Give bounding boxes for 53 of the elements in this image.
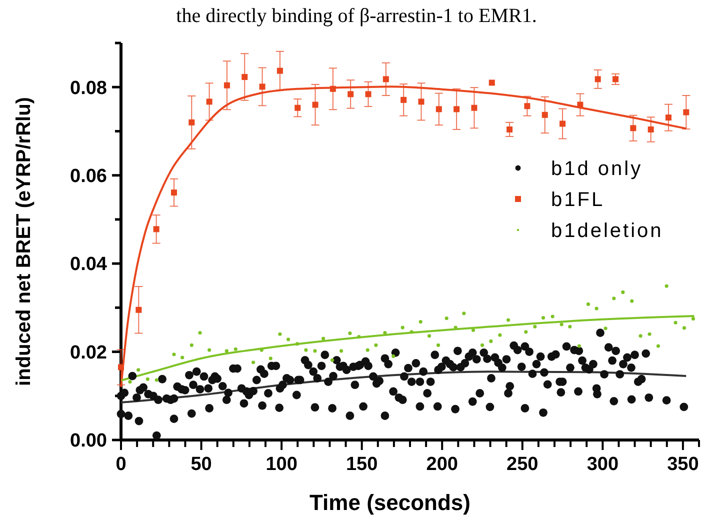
y-tick-label: 0.08	[70, 78, 107, 99]
legend-label: b1d only	[551, 158, 643, 180]
point	[118, 364, 124, 370]
x-tick-label: 300	[586, 454, 619, 475]
y-axis-title: induced net BRET (eYRP/rRlu)	[13, 97, 35, 386]
point	[683, 109, 690, 116]
x-tick-label: 50	[190, 454, 212, 475]
point	[153, 226, 160, 232]
x-tick-label: 200	[426, 454, 458, 475]
point	[471, 104, 478, 111]
point	[542, 112, 548, 118]
point	[224, 82, 230, 88]
point	[524, 103, 530, 110]
point	[206, 98, 212, 105]
point	[170, 190, 177, 196]
point	[365, 91, 372, 98]
point	[276, 68, 283, 74]
x-tick-label: 150	[346, 454, 378, 475]
text: the directly binding of β-arrestin-1 to EMR1.	[176, 5, 537, 27]
legend-label: b1FL	[551, 189, 605, 211]
x-tick-label: 0	[116, 454, 126, 475]
point	[488, 80, 495, 86]
point	[648, 126, 654, 132]
point	[382, 76, 389, 82]
point	[259, 84, 266, 90]
point	[418, 98, 424, 105]
point	[665, 114, 672, 121]
point	[436, 106, 442, 112]
point	[312, 102, 318, 108]
point	[242, 74, 248, 80]
point	[330, 86, 336, 92]
point	[400, 96, 407, 103]
point	[594, 76, 601, 82]
point	[454, 106, 460, 112]
point	[577, 102, 584, 108]
y-tick-label: 0.00	[70, 430, 107, 452]
y-tick-label: 0.06	[70, 166, 107, 187]
point	[506, 126, 513, 132]
y-tick-label: 0.04	[70, 254, 108, 276]
x-tick-label: 250	[506, 454, 538, 475]
line-series	[120, 315, 696, 382]
x-axis-title: Time (seconds)	[310, 490, 470, 515]
x-tick-label: 100	[266, 454, 298, 475]
point	[136, 306, 142, 313]
point	[188, 119, 195, 126]
point	[560, 120, 566, 127]
y-tick-label: 0.02	[70, 342, 107, 364]
point	[348, 91, 354, 98]
point	[612, 76, 619, 82]
point	[294, 104, 301, 111]
text: b1deletion	[551, 220, 664, 242]
x-tick-label: 350	[667, 454, 699, 475]
point	[630, 125, 636, 132]
